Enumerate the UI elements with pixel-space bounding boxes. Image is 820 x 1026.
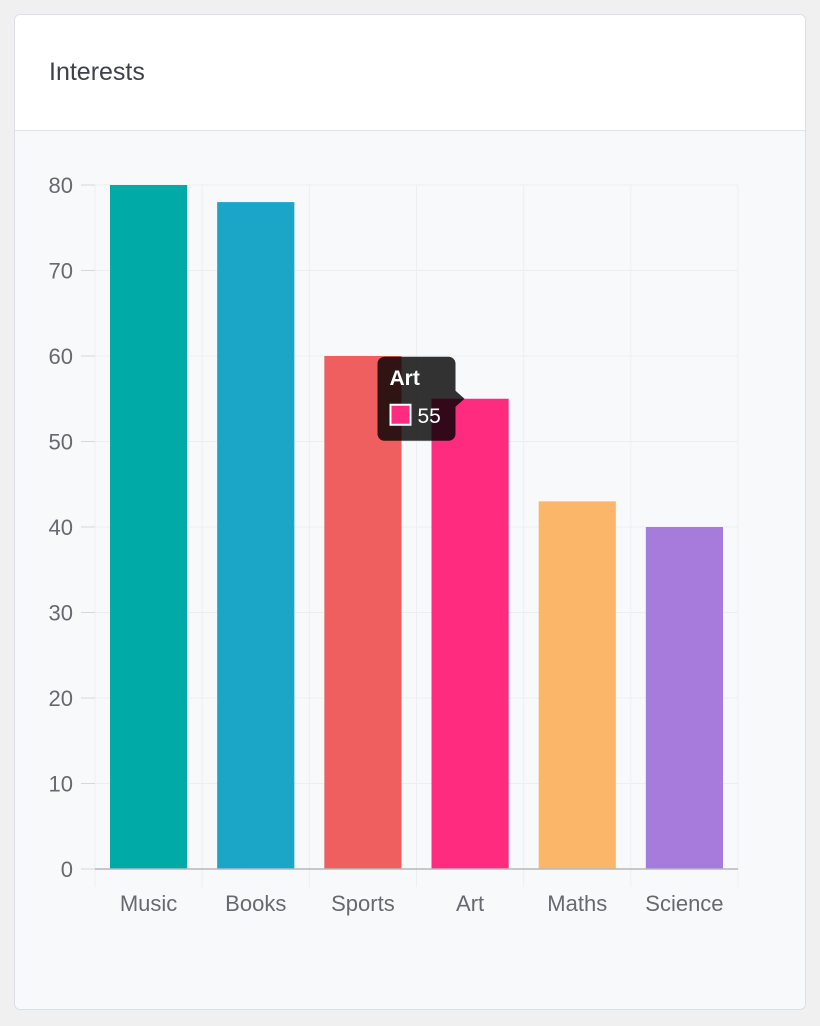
x-tick-label: Art bbox=[456, 891, 484, 916]
interests-bar-chart: 0 10 20 30 40 50 60 70 80 Music Books Sports Art Mat… bbox=[49, 173, 739, 916]
y-tick-label: 80 bbox=[49, 173, 73, 198]
y-tick-label: 10 bbox=[49, 772, 73, 797]
tooltip: Art 55 bbox=[377, 356, 465, 441]
y-tick-label: 70 bbox=[49, 259, 73, 284]
bar-maths[interactable] bbox=[538, 501, 616, 869]
y-tick-label: 40 bbox=[49, 515, 73, 540]
y-tick-label: 50 bbox=[49, 430, 73, 455]
x-tick-label: Books bbox=[225, 891, 286, 916]
y-tick-label: 60 bbox=[49, 344, 73, 369]
y-tick-label: 0 bbox=[61, 857, 73, 882]
x-tick-label: Music bbox=[120, 891, 177, 916]
bar-art[interactable] bbox=[431, 398, 509, 869]
card-title: Interests bbox=[49, 58, 145, 86]
x-tick-label: Science bbox=[645, 891, 723, 916]
tooltip-title: Art bbox=[390, 367, 420, 390]
x-tick-label: Sports bbox=[331, 891, 395, 916]
x-axis: Music Books Sports Art Maths Science bbox=[95, 868, 738, 916]
bars bbox=[110, 185, 723, 870]
interests-card: Interests 0 10 20 30 40 50 60 70 80 Music Books Sp… bbox=[14, 14, 806, 1010]
tooltip-caret bbox=[455, 390, 465, 407]
card-header: Interests bbox=[15, 15, 805, 131]
y-tick-label: 20 bbox=[49, 686, 73, 711]
tooltip-swatch bbox=[389, 403, 412, 426]
bar-music[interactable] bbox=[110, 185, 188, 869]
y-tick-label: 30 bbox=[49, 601, 73, 626]
grid-lines bbox=[94, 184, 739, 887]
tooltip-value: 55 bbox=[418, 405, 441, 428]
bar-science[interactable] bbox=[645, 527, 723, 869]
bar-books[interactable] bbox=[217, 202, 295, 870]
x-tick-label: Maths bbox=[547, 891, 607, 916]
bar-sports[interactable] bbox=[324, 356, 402, 869]
y-axis: 0 10 20 30 40 50 60 70 80 bbox=[49, 173, 95, 882]
